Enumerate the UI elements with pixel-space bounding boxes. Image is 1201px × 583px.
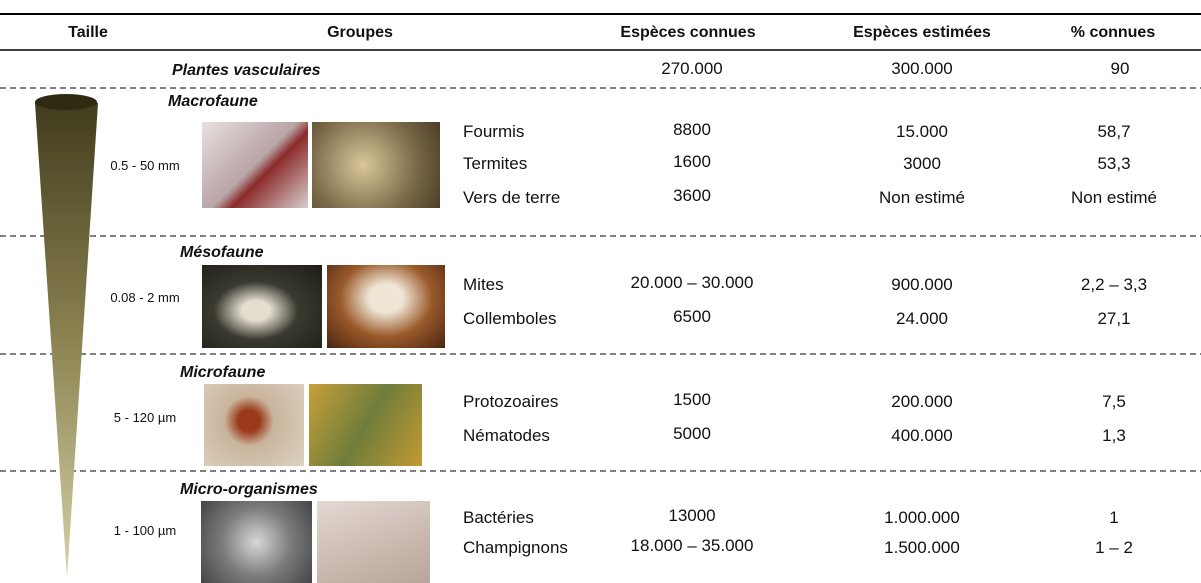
- section-title: Micro-organismes: [180, 481, 318, 498]
- section-title: Mésofaune: [180, 244, 264, 261]
- known-species: 13000: [668, 506, 716, 525]
- known-species: 1500: [673, 390, 711, 409]
- estimated-species: 1.000.000: [884, 508, 960, 527]
- column-header: Espèces estimées: [853, 24, 991, 41]
- estimated-species: Non estimé: [879, 188, 965, 207]
- size-range: 0.5 - 50 mm: [110, 158, 180, 173]
- group-name: Nématodes: [463, 426, 550, 445]
- known-species: 6500: [673, 307, 711, 326]
- estimated-species: 200.000: [891, 392, 953, 411]
- percent-known: Non estimé: [1071, 188, 1157, 207]
- photo: [327, 265, 445, 348]
- known-species: 20.000 – 30.000: [630, 273, 754, 292]
- known-species: 5000: [673, 424, 711, 443]
- size-range: 5 - 120 µm: [113, 410, 177, 425]
- section-dividers: [0, 87, 1201, 472]
- size-range: 1 - 100 µm: [113, 523, 177, 538]
- group-name: Protozoaires: [463, 392, 559, 411]
- column-header: Taille: [68, 24, 108, 41]
- section-title: Microfaune: [180, 364, 266, 381]
- section-title: Macrofaune: [168, 93, 258, 110]
- photo: [201, 501, 312, 583]
- known-species: 1600: [673, 152, 711, 171]
- percent-known: 1,3: [1102, 426, 1126, 445]
- group-name: Collemboles: [463, 309, 557, 328]
- photo: [202, 122, 308, 208]
- group-name: Champignons: [463, 538, 568, 557]
- photo: [317, 501, 430, 583]
- percent-known: 53,3: [1097, 154, 1131, 173]
- percent-known: 27,1: [1097, 309, 1131, 328]
- estimated-species: 300.000: [891, 59, 953, 78]
- percent-known: 1: [1109, 508, 1119, 527]
- column-header: Groupes: [327, 24, 393, 41]
- group-name: Plantes vasculaires: [172, 62, 321, 79]
- photo: [312, 122, 440, 208]
- percent-known: 58,7: [1097, 122, 1131, 141]
- photo: [309, 384, 422, 466]
- known-species: 8800: [673, 120, 711, 139]
- estimated-species: 900.000: [891, 275, 953, 294]
- size-cone: [35, 95, 98, 578]
- column-header: Espèces connues: [620, 24, 756, 41]
- percent-known: 2,2 – 3,3: [1080, 275, 1148, 294]
- estimated-species: 15.000: [896, 122, 948, 141]
- estimated-species: 1.500.000: [884, 538, 960, 557]
- group-name: Bactéries: [463, 508, 534, 527]
- group-name: Fourmis: [463, 122, 525, 141]
- group-name: Mites: [463, 275, 504, 294]
- group-name: Termites: [463, 154, 528, 173]
- size-range: 0.08 - 2 mm: [110, 290, 180, 305]
- known-species: 270.000: [661, 59, 723, 78]
- percent-known: 1 – 2: [1095, 538, 1133, 557]
- estimated-species: 3000: [903, 154, 941, 173]
- cone-top: [35, 94, 97, 110]
- column-header: % connues: [1070, 24, 1156, 41]
- photo: [204, 384, 304, 466]
- percent-known: 90: [1110, 59, 1130, 78]
- estimated-species: 400.000: [891, 426, 953, 445]
- known-species: 3600: [673, 186, 711, 205]
- percent-known: 7,5: [1102, 392, 1126, 411]
- known-species: 18.000 – 35.000: [630, 536, 754, 555]
- estimated-species: 24.000: [896, 309, 948, 328]
- photo: [202, 265, 322, 348]
- group-name: Vers de terre: [463, 188, 561, 207]
